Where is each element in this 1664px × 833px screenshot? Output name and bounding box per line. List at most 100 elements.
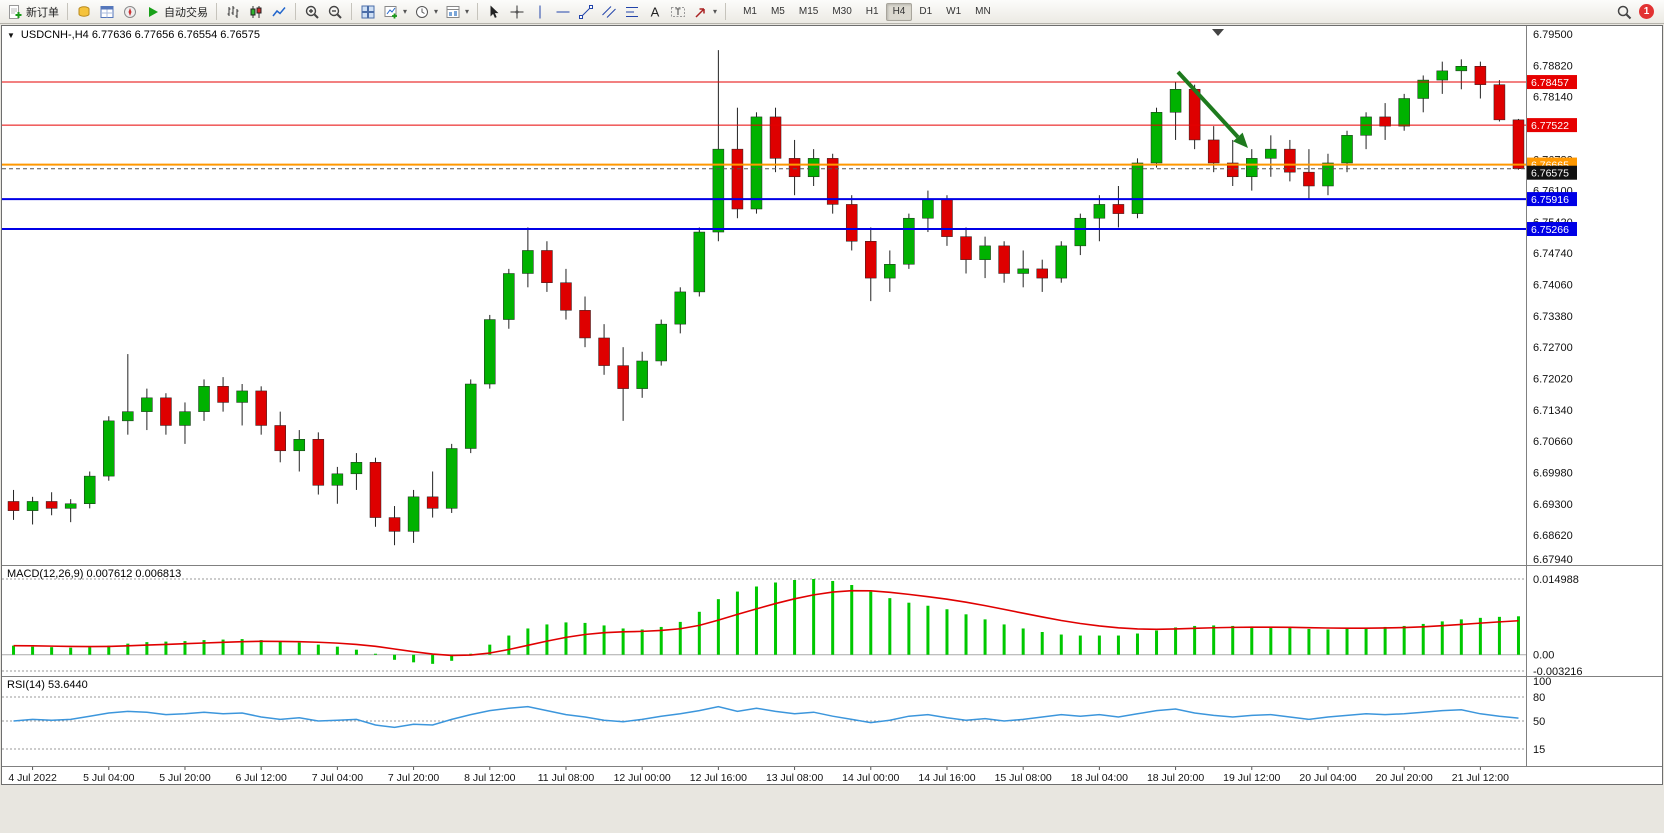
chart-title-text: USDCNH-,H4 6.77636 6.77656 6.76554 6.765… bbox=[20, 29, 261, 41]
toolbar-separator bbox=[725, 3, 727, 20]
chart-bars-icon bbox=[225, 4, 241, 20]
chart-line-button[interactable] bbox=[268, 2, 290, 22]
notification-badge[interactable]: 1 bbox=[1639, 4, 1654, 19]
svg-text:7 Jul 20:00: 7 Jul 20:00 bbox=[388, 772, 440, 784]
svg-text:6.76575: 6.76575 bbox=[1531, 168, 1569, 180]
rsi-line bbox=[13, 705, 1519, 729]
timeframe-m30-button[interactable]: M30 bbox=[832, 5, 852, 17]
toolbar-separator bbox=[477, 3, 479, 20]
svg-text:6.69300: 6.69300 bbox=[1533, 499, 1573, 511]
svg-text:20 Jul 04:00: 20 Jul 04:00 bbox=[1299, 772, 1356, 784]
rsi-label: RSI(14) 53.6440 bbox=[7, 679, 88, 691]
cursor-button[interactable] bbox=[483, 2, 505, 22]
chevron-down-icon[interactable]: ▾ bbox=[434, 7, 439, 16]
clock-icon bbox=[414, 4, 430, 20]
svg-text:6 Jul 12:00: 6 Jul 12:00 bbox=[235, 772, 287, 784]
navigator-icon bbox=[122, 4, 138, 20]
candles-layer bbox=[7, 50, 1525, 546]
timeframe-m15-button[interactable]: M15 bbox=[798, 5, 819, 17]
price-tag-6.78457: 6.78457 bbox=[1527, 75, 1577, 90]
zoom-out-icon bbox=[327, 4, 343, 20]
svg-text:15 Jul 08:00: 15 Jul 08:00 bbox=[995, 772, 1052, 784]
arrows-button[interactable]: ▾ bbox=[690, 2, 720, 22]
svg-text:6.78820: 6.78820 bbox=[1533, 60, 1573, 72]
vertical-line-button[interactable] bbox=[529, 2, 551, 22]
text-label-button[interactable]: T bbox=[667, 2, 689, 22]
main-toolbar: 新订单 自动交易 ▾ ▾ ▾ A T ▾ M1 M5 M15 M30 H1 H4 D1 W1 MN 1 bbox=[0, 0, 1664, 24]
template-icon bbox=[445, 4, 461, 20]
crosshair-button[interactable] bbox=[506, 2, 528, 22]
text-button[interactable]: A bbox=[644, 2, 666, 22]
autotrading-button[interactable]: 自动交易 bbox=[142, 2, 211, 22]
shift-marker[interactable] bbox=[1212, 29, 1224, 36]
timeframe-m5-button[interactable]: M5 bbox=[770, 5, 785, 17]
price-tag-6.77522: 6.77522 bbox=[1527, 118, 1577, 133]
toolbar-separator bbox=[216, 3, 217, 20]
svg-text:A: A bbox=[651, 4, 660, 19]
new-chart-button[interactable]: ▾ bbox=[380, 2, 410, 22]
chart-bars-button[interactable] bbox=[222, 2, 244, 22]
data-window-button[interactable] bbox=[96, 2, 118, 22]
svg-text:18 Jul 20:00: 18 Jul 20:00 bbox=[1147, 772, 1204, 784]
zoom-in-button[interactable] bbox=[301, 2, 323, 22]
chevron-down-icon[interactable]: ▾ bbox=[713, 7, 718, 16]
timeframe-h4-button[interactable]: H4 bbox=[885, 2, 913, 21]
trendline-icon bbox=[578, 4, 594, 20]
svg-text:14 Jul 00:00: 14 Jul 00:00 bbox=[842, 772, 899, 784]
cursor-icon bbox=[486, 4, 502, 20]
new-chart-icon bbox=[383, 4, 399, 20]
svg-text:6.72700: 6.72700 bbox=[1533, 342, 1573, 354]
svg-text:13 Jul 08:00: 13 Jul 08:00 bbox=[766, 772, 823, 784]
svg-text:11 Jul 08:00: 11 Jul 08:00 bbox=[538, 772, 595, 784]
svg-text:0.014988: 0.014988 bbox=[1533, 574, 1579, 586]
svg-text:6.74740: 6.74740 bbox=[1533, 248, 1573, 260]
svg-text:6.74060: 6.74060 bbox=[1533, 280, 1573, 292]
chevron-down-icon[interactable]: ▾ bbox=[403, 7, 408, 16]
toolbar-separator bbox=[351, 3, 352, 20]
svg-text:5 Jul 20:00: 5 Jul 20:00 bbox=[159, 772, 211, 784]
vline-icon bbox=[532, 4, 548, 20]
price-chart[interactable]: 6.795006.788206.781406.774606.767806.761… bbox=[2, 26, 1662, 784]
timeframe-mn-button[interactable]: MN bbox=[975, 5, 991, 17]
new-order-label: 新订单 bbox=[26, 6, 59, 19]
svg-text:6.78140: 6.78140 bbox=[1533, 92, 1573, 104]
annotation-arrow[interactable] bbox=[1176, 70, 1240, 139]
trendline-button[interactable] bbox=[575, 2, 597, 22]
chevron-down-icon[interactable]: ▾ bbox=[465, 7, 470, 16]
time-axis[interactable]: 4 Jul 2022 5 Jul 04:00 5 Jul 20:00 6 Jul 12… bbox=[8, 767, 1509, 784]
hline-icon bbox=[555, 4, 571, 20]
svg-text:6.71340: 6.71340 bbox=[1533, 405, 1573, 417]
horizontal-line-button[interactable] bbox=[552, 2, 574, 22]
svg-text:6.77522: 6.77522 bbox=[1531, 120, 1569, 132]
macd-label: MACD(12,26,9) 0.007612 0.006813 bbox=[7, 568, 182, 580]
periods-button[interactable]: ▾ bbox=[411, 2, 441, 22]
zoom-out-button[interactable] bbox=[324, 2, 346, 22]
navigator-button[interactable] bbox=[119, 2, 141, 22]
svg-text:6.67940: 6.67940 bbox=[1533, 554, 1573, 566]
one-click-trading-icon[interactable]: ▼ bbox=[7, 30, 15, 40]
arrows-icon bbox=[693, 4, 709, 20]
tile-windows-button[interactable] bbox=[357, 2, 379, 22]
tile-windows-icon bbox=[360, 4, 376, 20]
templates-button[interactable]: ▾ bbox=[442, 2, 472, 22]
timeframe-w1-button[interactable]: W1 bbox=[946, 5, 962, 17]
timeframe-d1-button[interactable]: D1 bbox=[919, 5, 933, 17]
data-window-icon bbox=[99, 4, 115, 20]
price-tag-6.75266: 6.75266 bbox=[1527, 222, 1577, 236]
fibonacci-button[interactable] bbox=[621, 2, 643, 22]
svg-text:100: 100 bbox=[1533, 676, 1551, 688]
svg-text:6.75266: 6.75266 bbox=[1531, 224, 1569, 236]
chart-candles-button[interactable] bbox=[245, 2, 267, 22]
timeframe-h1-button[interactable]: H1 bbox=[865, 5, 879, 17]
market-watch-button[interactable] bbox=[73, 2, 95, 22]
new-order-button[interactable]: 新订单 bbox=[4, 2, 62, 22]
svg-text:6.79500: 6.79500 bbox=[1533, 29, 1573, 41]
zoom-in-icon bbox=[304, 4, 320, 20]
channel-button[interactable] bbox=[598, 2, 620, 22]
search-icon[interactable] bbox=[1616, 4, 1632, 20]
svg-text:15: 15 bbox=[1533, 744, 1545, 756]
svg-text:20 Jul 20:00: 20 Jul 20:00 bbox=[1376, 772, 1433, 784]
autotrading-icon bbox=[145, 4, 161, 20]
timeframe-m1-button[interactable]: M1 bbox=[743, 5, 757, 17]
